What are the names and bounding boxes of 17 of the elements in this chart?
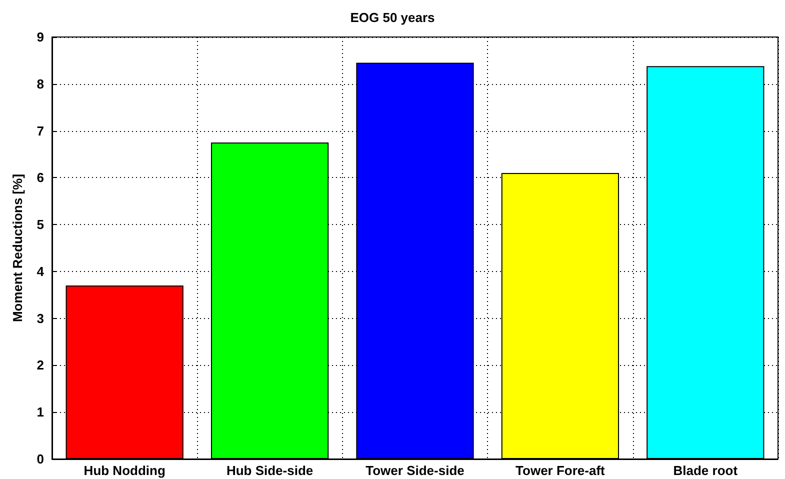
x-tick-label: Hub Nodding <box>84 463 166 478</box>
y-tick-label: 7 <box>36 123 44 138</box>
y-tick-label: 0 <box>36 452 44 466</box>
y-tick-label: 4 <box>36 264 45 279</box>
y-tick-label: 8 <box>36 76 44 92</box>
chart-title: EOG 50 years <box>350 10 435 25</box>
y-tick-label: 1 <box>36 404 44 420</box>
y-tick-label: 6 <box>36 170 44 186</box>
x-tick-label: Hub Side-side <box>226 463 314 478</box>
y-tick-label: 9 <box>36 30 44 44</box>
y-tick-label: 5 <box>36 217 44 232</box>
y-tick-label: 2 <box>36 358 44 373</box>
x-tick-label: Tower Fore-aft <box>516 463 606 478</box>
y-axis-title: Moment Reductions [%] <box>10 174 25 322</box>
x-tick-label: Blade root <box>673 463 738 478</box>
x-tick-label: Tower Side-side <box>366 463 464 478</box>
y-tick-label: 3 <box>36 310 44 326</box>
